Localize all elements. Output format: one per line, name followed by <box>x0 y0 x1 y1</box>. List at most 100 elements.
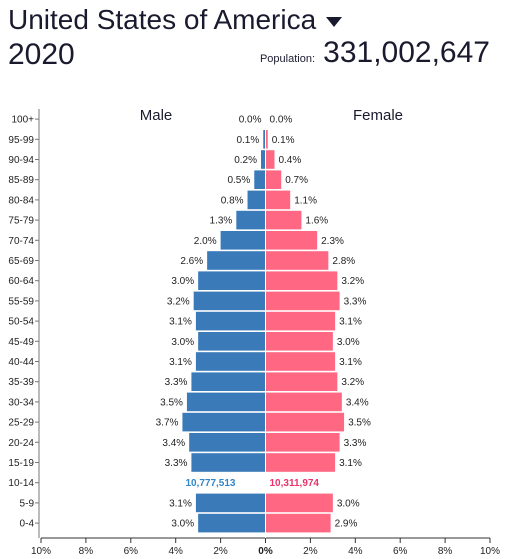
male-value-label: 3.0% <box>171 337 194 348</box>
age-group-label: 30-34 <box>8 397 34 408</box>
x-tick-label: 2% <box>213 546 228 557</box>
age-group-label: 85-89 <box>8 175 34 186</box>
male-value-label: 2.0% <box>194 236 217 247</box>
caret-down-icon[interactable] <box>326 16 343 27</box>
female-value-label: 3.1% <box>339 357 362 368</box>
female-value-label: 3.3% <box>344 296 367 307</box>
male-value-label: 3.1% <box>169 498 192 509</box>
male-bar <box>191 372 266 391</box>
male-value-label: 3.3% <box>165 458 188 469</box>
x-tick-label: 2% <box>303 546 318 557</box>
male-bar <box>191 453 266 472</box>
female-value-label: 0.1% <box>272 135 295 146</box>
male-value-label: 0.2% <box>234 155 257 166</box>
age-group-label: 65-69 <box>8 256 34 267</box>
male-bar <box>261 150 266 169</box>
x-tick-label: 8% <box>438 546 453 557</box>
age-group-label: 80-84 <box>8 195 34 206</box>
male-bar <box>189 433 266 452</box>
female-bar <box>265 271 338 290</box>
female-bar <box>265 372 338 391</box>
female-value-label: 3.2% <box>341 377 364 388</box>
x-tick-label: 4% <box>168 546 183 557</box>
female-value-label: 2.9% <box>335 519 358 530</box>
male-value-label: 3.0% <box>171 276 194 287</box>
age-group-label: 20-24 <box>8 438 34 449</box>
female-bar <box>265 150 275 169</box>
female-value-label: 1.1% <box>294 195 317 206</box>
female-value-label: 0.4% <box>278 155 301 166</box>
male-bar <box>247 190 266 210</box>
x-tick-label: 4% <box>348 546 363 557</box>
population-pyramid-chart: 100+ 0.0% 0.0% 95-99 0.1% 0.1% 90-94 0.2% 0.4% 85… <box>8 107 500 557</box>
year-display: 2020 <box>8 38 75 71</box>
female-value-label: 1.6% <box>305 216 328 227</box>
male-value-label: 3.5% <box>160 397 183 408</box>
male-value-label: 3.1% <box>169 357 192 368</box>
male-value-label: 0.5% <box>227 175 250 186</box>
female-bar <box>265 231 318 250</box>
age-group-label: 95-99 <box>8 135 34 146</box>
country-selector[interactable]: United States of America <box>8 2 343 38</box>
female-bar <box>265 210 302 230</box>
population-value: 331,002,647 <box>323 36 490 69</box>
x-tick-label: 0% <box>258 546 273 557</box>
male-value-label: 3.1% <box>169 317 192 328</box>
male-value-label: 3.2% <box>167 296 190 307</box>
male-bar <box>198 271 266 290</box>
male-value-label: 0.1% <box>236 135 259 146</box>
male-bar <box>193 291 266 311</box>
female-value-label: 0.0% <box>270 115 293 126</box>
female-value-label: 3.4% <box>346 397 369 408</box>
male-bar <box>198 513 266 533</box>
age-group-label: 90-94 <box>8 155 34 166</box>
age-group-label: 45-49 <box>8 337 34 348</box>
x-tick-label: 6% <box>124 546 139 557</box>
female-value-label: 3.5% <box>348 418 371 429</box>
male-bar <box>195 493 266 513</box>
female-series-label: Female <box>353 107 403 124</box>
x-tick-label: 10% <box>480 546 500 557</box>
population-label: Population: <box>259 53 315 65</box>
female-value-label: 3.3% <box>344 438 367 449</box>
male-bar <box>182 412 266 432</box>
age-group-label: 10-14 <box>8 478 34 489</box>
male-total-label: 10,777,513 <box>185 478 235 489</box>
female-bar <box>265 170 282 189</box>
male-bar <box>254 170 266 189</box>
male-value-label: 2.6% <box>180 256 203 267</box>
female-value-label: 2.3% <box>321 236 344 247</box>
male-bar <box>198 332 266 351</box>
male-value-label: 0.0% <box>239 115 262 126</box>
male-value-label: 3.4% <box>162 438 185 449</box>
age-group-label: 70-74 <box>8 236 34 247</box>
female-bar <box>265 453 336 472</box>
female-bar <box>265 392 342 412</box>
female-total-label: 10,311,974 <box>270 478 320 489</box>
age-group-label: 35-39 <box>8 377 34 388</box>
age-group-label: 60-64 <box>8 276 34 287</box>
female-bar <box>265 130 268 149</box>
male-bar <box>195 352 266 371</box>
female-bar <box>265 433 340 452</box>
female-value-label: 3.1% <box>339 317 362 328</box>
x-tick-label: 10% <box>31 546 51 557</box>
x-tick-label: 6% <box>393 546 408 557</box>
female-bar <box>265 332 333 351</box>
female-bar <box>265 493 333 513</box>
male-bar <box>236 210 266 230</box>
male-bar <box>263 130 266 149</box>
age-group-label: 100+ <box>11 115 34 126</box>
male-bar <box>186 392 266 412</box>
age-group-label: 55-59 <box>8 296 34 307</box>
male-value-label: 0.8% <box>221 195 244 206</box>
age-group-label: 15-19 <box>8 458 34 469</box>
female-value-label: 2.8% <box>332 256 355 267</box>
female-value-label: 3.0% <box>337 337 360 348</box>
country-name: United States of America <box>8 4 317 35</box>
male-bar <box>220 231 266 250</box>
female-bar <box>265 251 329 270</box>
age-group-label: 75-79 <box>8 216 34 227</box>
female-bar <box>265 311 336 331</box>
age-group-label: 25-29 <box>8 418 34 429</box>
